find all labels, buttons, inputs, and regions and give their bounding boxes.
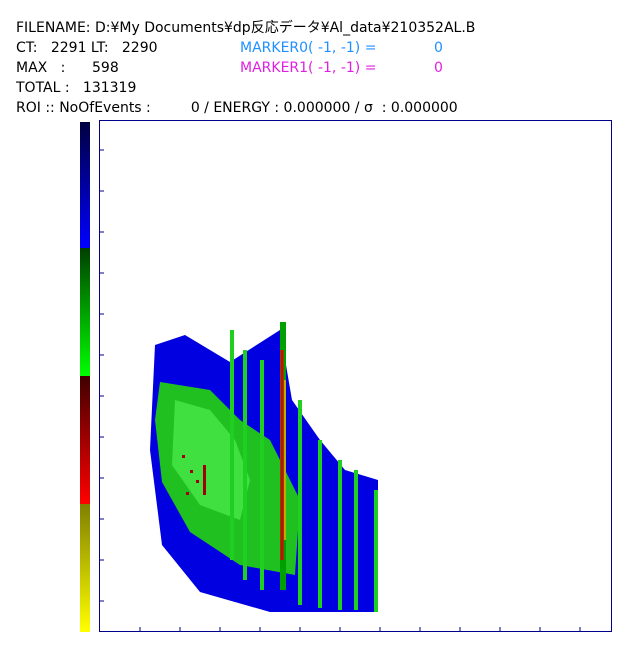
ticks bbox=[100, 149, 581, 631]
colorbar-segment bbox=[80, 122, 90, 248]
marker-label: MARKER1( -1, -1) = bbox=[240, 60, 376, 76]
colorbar-segment bbox=[80, 376, 90, 504]
colorbar-segment bbox=[80, 248, 90, 376]
ct-lt: CT: 2291 LT: 2290 bbox=[16, 40, 158, 56]
roi: ROI :: NoOfEvents : 0 / ENERGY : 0.00000… bbox=[16, 100, 458, 116]
histogram-image bbox=[150, 322, 378, 612]
total: TOTAL : 131319 bbox=[15, 80, 136, 96]
max: MAX : 598 bbox=[16, 60, 119, 76]
marker-value: 0 bbox=[434, 40, 443, 56]
filename: FILENAME: D:¥My Documents¥dp反応データ¥Al_dat… bbox=[16, 19, 475, 36]
plot-frame bbox=[99, 120, 612, 632]
colorbar bbox=[80, 122, 90, 632]
streaks bbox=[230, 330, 378, 612]
marker-value: 0 bbox=[434, 60, 443, 76]
colorbar-segment bbox=[80, 504, 90, 632]
marker-label: MARKER0( -1, -1) = bbox=[240, 40, 376, 56]
hot-spots bbox=[182, 455, 206, 495]
